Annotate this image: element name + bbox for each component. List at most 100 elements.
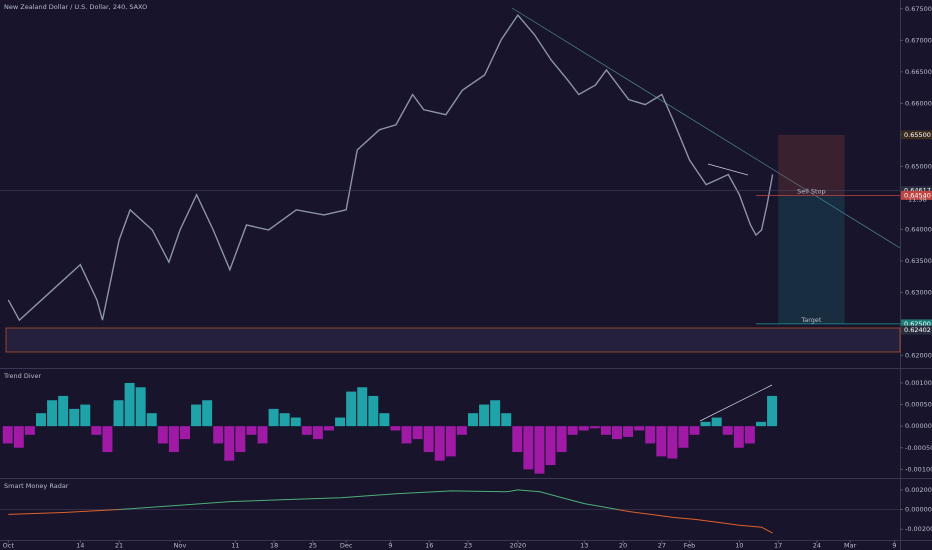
histogram-bar: [623, 426, 634, 437]
histogram-bar: [80, 404, 91, 427]
price-marker-box: [901, 325, 932, 335]
histogram-bar: [312, 426, 323, 440]
trend-line: [511, 7, 901, 249]
divergence-line: [707, 163, 749, 176]
x-tick-label: 14: [76, 542, 84, 550]
y-tick-label: 0.66000: [905, 99, 932, 107]
y-tick-label: 0.67500: [905, 5, 932, 13]
histogram-bar: [689, 426, 700, 435]
histogram-bar: [91, 426, 102, 435]
y-tick-label: 0.64000: [905, 225, 932, 233]
histogram-bar: [490, 400, 501, 427]
series-line: [7, 13, 774, 322]
histogram-bar: [722, 426, 733, 435]
x-tick-label: Mar: [844, 542, 857, 550]
histogram-bar: [58, 395, 69, 427]
y-tick-label: 0.63000: [905, 288, 932, 296]
histogram-bar: [357, 387, 368, 427]
histogram-bar: [700, 421, 711, 427]
histogram-bar: [578, 426, 589, 431]
histogram-bar: [545, 426, 556, 466]
y-tick-label: 0.65000: [905, 162, 932, 170]
histogram-bar: [534, 426, 545, 474]
price-marker-label: 0.64617: [904, 186, 931, 194]
y-tick-label: 0.62000: [905, 351, 932, 359]
histogram-bar: [368, 395, 379, 427]
annotation: Target: [800, 316, 822, 324]
price-marker-box: [901, 319, 932, 329]
divergence-line: [699, 384, 773, 422]
y-tick-label: 0.66500: [905, 68, 932, 76]
histogram-bar: [290, 417, 301, 427]
x-tick-label: Feb: [684, 542, 696, 550]
x-tick-label: 25: [309, 542, 317, 550]
histogram-bar: [346, 391, 357, 427]
x-tick-label: 2020: [510, 542, 527, 550]
indicator-title: Smart Money Radar: [4, 482, 69, 490]
support-zone: [5, 327, 901, 353]
histogram-bar: [279, 413, 290, 427]
histogram-bar: [124, 382, 135, 427]
histogram-bar: [213, 426, 224, 444]
histogram-bar: [556, 426, 567, 453]
histogram-bar: [600, 426, 611, 435]
x-tick-label: 24: [813, 542, 821, 550]
histogram-bar: [301, 426, 312, 435]
indicator-title: Trend Diver: [3, 372, 42, 380]
price-marker-box: [901, 130, 932, 140]
histogram-bar: [456, 426, 467, 435]
x-tick-label: 18: [270, 542, 278, 550]
x-tick-label: 20: [619, 542, 627, 550]
x-tick-label: 17: [774, 542, 782, 550]
x-tick-label: 21: [115, 542, 123, 550]
x-tick-label: Nov: [174, 542, 187, 550]
histogram-bar: [246, 426, 257, 435]
price-marker-label: 0.64540: [904, 191, 931, 199]
histogram-bar: [268, 408, 279, 427]
histogram-bar: [678, 426, 689, 448]
histogram-bar: [202, 400, 213, 427]
histogram-bar: [324, 426, 334, 431]
x-tick-label: 10: [735, 542, 743, 550]
histogram-bar: [501, 413, 512, 427]
y-tick-label: 0.00100: [905, 379, 932, 387]
x-tick-label: Dec: [340, 542, 353, 550]
histogram-bar: [102, 426, 113, 453]
histogram-bar: [479, 404, 490, 427]
histogram-bar: [168, 426, 179, 453]
histogram-bar: [36, 413, 46, 427]
histogram-bar: [434, 426, 445, 461]
price-marker-box: [901, 185, 932, 195]
histogram-bar: [523, 426, 534, 470]
y-tick-label: 0.00050: [905, 401, 932, 409]
x-tick-label: 9: [892, 542, 896, 550]
histogram-bar: [423, 426, 434, 453]
histogram-bar: [744, 426, 755, 444]
histogram-bar: [567, 426, 578, 435]
histogram-bar: [13, 426, 24, 448]
price-marker-label: 0.62402: [904, 326, 931, 334]
y-tick-label: -0.00200: [905, 525, 932, 533]
histogram-bar: [191, 404, 202, 427]
histogram-bar: [667, 426, 678, 459]
chart-title: New Zealand Dollar / U.S. Dollar, 240, S…: [4, 3, 147, 11]
histogram-bar: [146, 413, 157, 427]
histogram-bar: [224, 426, 235, 461]
histogram-bar: [157, 426, 168, 444]
y-tick-label: -0.00100: [905, 465, 932, 473]
histogram-bar: [756, 421, 766, 427]
x-tick-label: 23: [464, 542, 472, 550]
histogram-bar: [180, 426, 190, 440]
histogram-bar: [401, 426, 412, 444]
histogram-bar: [69, 408, 80, 427]
y-tick-label: 0.00000: [905, 422, 932, 430]
histogram-bar: [468, 413, 478, 427]
histogram-bar: [2, 426, 13, 444]
x-tick-label: 16: [425, 542, 433, 550]
histogram-bar: [634, 426, 645, 431]
histogram-bar: [711, 417, 722, 427]
histogram-bar: [733, 426, 744, 448]
histogram-bar: [656, 426, 667, 457]
